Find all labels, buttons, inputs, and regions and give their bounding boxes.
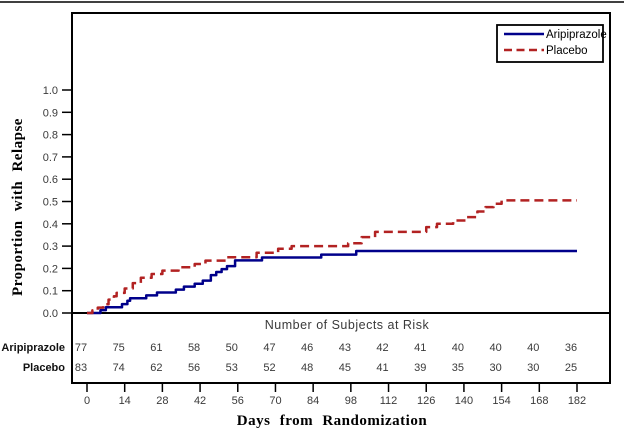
- x-tick-label: 182: [568, 395, 586, 407]
- at-risk-value: 30: [527, 362, 539, 374]
- x-tick-label: 112: [380, 395, 398, 407]
- y-tick-label: 0.4: [43, 219, 58, 231]
- at-risk-value: 58: [188, 342, 200, 354]
- x-tick-label: 28: [156, 395, 168, 407]
- at-risk-value: 43: [339, 342, 351, 354]
- y-tick-label: 0.2: [43, 263, 58, 275]
- at-risk-value: 36: [565, 342, 577, 354]
- at-risk-value: 40: [452, 342, 464, 354]
- at-risk-row-label-placebo: Placebo: [23, 362, 65, 374]
- x-tick-label: 168: [530, 395, 548, 407]
- y-tick-label: 0.3: [43, 241, 58, 253]
- x-axis-title: Days from Randomization: [237, 413, 428, 429]
- at-risk-values: 77 75 61 58 50 47 46 43 42 41 40 40 40 36 83 74 62 56 53 52…: [75, 342, 577, 374]
- at-risk-value: 41: [376, 362, 388, 374]
- x-tick-label: 98: [345, 395, 357, 407]
- x-tick-label: 126: [417, 395, 435, 407]
- at-risk-value: 56: [188, 362, 200, 374]
- at-risk-row-label-aripiprazole: Aripiprazole: [1, 342, 65, 354]
- at-risk-value: 25: [565, 362, 577, 374]
- y-tick-label: 0.8: [43, 130, 58, 142]
- curve-aripiprazole: [87, 249, 577, 315]
- at-risk-value: 77: [75, 342, 87, 354]
- x-tick-label: 154: [492, 395, 510, 407]
- x-tick-label: 42: [194, 395, 206, 407]
- at-risk-value: 41: [414, 342, 426, 354]
- at-risk-value: 40: [489, 342, 501, 354]
- legend: Aripiprazole Placebo: [496, 24, 607, 63]
- at-risk-value: 47: [263, 342, 275, 354]
- curve-placebo: [87, 199, 577, 315]
- y-tick-label: 0.7: [43, 152, 58, 164]
- at-risk-value: 61: [150, 342, 162, 354]
- x-tick-label: 0: [84, 395, 90, 407]
- at-risk-value: 46: [301, 342, 313, 354]
- at-risk-value: 50: [226, 342, 238, 354]
- y-axis-title: Proportion with Relapse: [10, 118, 26, 296]
- at-risk-value: 83: [75, 362, 87, 374]
- legend-box: [496, 24, 604, 63]
- y-tick-label: 0.1: [43, 286, 58, 298]
- at-risk-value: 45: [339, 362, 351, 374]
- at-risk-value: 42: [376, 342, 388, 354]
- x-tick-label: 70: [269, 395, 281, 407]
- y-tick-label: 0.9: [43, 107, 58, 119]
- at-risk-value: 30: [489, 362, 501, 374]
- at-risk-table-title: Number of Subjects at Risk: [265, 318, 430, 332]
- y-tick-label: 1.0: [43, 85, 58, 97]
- x-tick-label: 56: [232, 395, 244, 407]
- at-risk-value: 53: [226, 362, 238, 374]
- x-tick-label: 84: [307, 395, 319, 407]
- at-risk-value: 52: [263, 362, 275, 374]
- y-tick-label: 0.6: [43, 174, 58, 186]
- at-risk-value: 35: [452, 362, 464, 374]
- legend-label-aripiprazole: Aripiprazole: [546, 29, 607, 41]
- at-risk-value: 39: [414, 362, 426, 374]
- legend-label-placebo: Placebo: [546, 45, 588, 57]
- x-tick-label: 14: [119, 395, 131, 407]
- y-tick-label: 0.0: [43, 308, 58, 320]
- survival-curves: [87, 199, 577, 315]
- at-risk-table-frame: [71, 312, 611, 384]
- at-risk-value: 40: [527, 342, 539, 354]
- at-risk-value: 75: [113, 342, 125, 354]
- x-tick-label: 140: [455, 395, 473, 407]
- at-risk-value: 48: [301, 362, 313, 374]
- y-axis-ticks: 0.0 0.1 0.2 0.3 0.4 0.5 0.6 0.7 0.8 0.9 1.0: [43, 85, 72, 320]
- at-risk-value: 62: [150, 362, 162, 374]
- at-risk-value: 74: [113, 362, 125, 374]
- y-tick-label: 0.5: [43, 197, 58, 209]
- x-axis-ticks: 0 14 28 42 56 70 84 98 112 126 140 154 168 182: [84, 383, 586, 407]
